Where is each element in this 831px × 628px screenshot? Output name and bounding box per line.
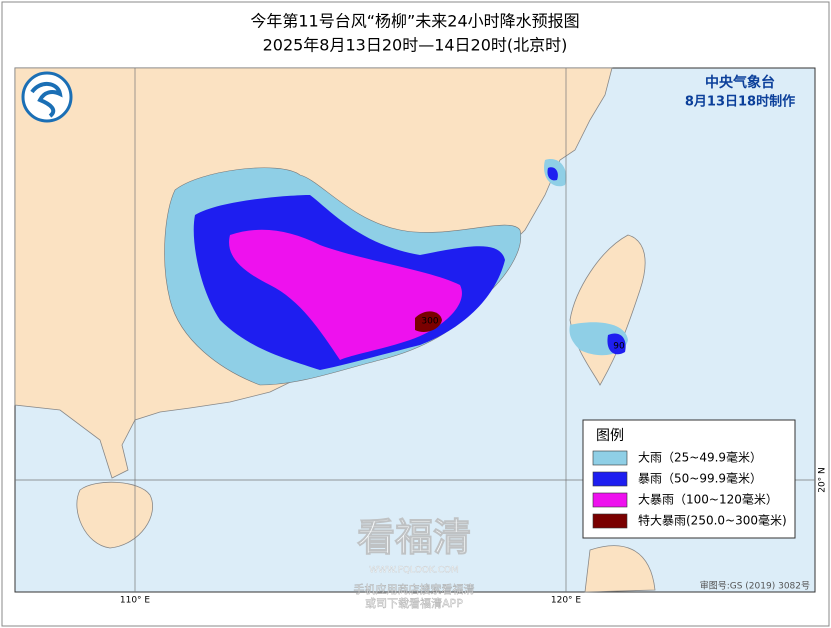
legend: 图例 大雨（25~49.9毫米） 暴雨（50~99.9毫米） 大暴雨（100~120… [582, 419, 796, 539]
subtitle: 2025年8月13日20时—14日20时(北京时) [263, 36, 568, 55]
watermark-url: WWW.FQLOOK.COM [369, 566, 459, 576]
max-label: 300 [421, 317, 438, 327]
hainan [76, 481, 153, 549]
watermark: 看福清 WWW.FQLOOK.COM 手机应用商店搜索看福清 或司下载看福清AP… [353, 515, 475, 610]
watermark-line: 手机应用商店搜索看福清 [354, 582, 475, 596]
rain-storm-taiwan [607, 333, 626, 355]
max-label: 90 [613, 342, 625, 352]
rain-storm-small [547, 167, 558, 181]
rain-heavy-storm [229, 229, 462, 360]
legend-swatch [592, 513, 628, 529]
legend-swatch [592, 492, 628, 508]
legend-swatch [592, 450, 628, 466]
logo-mark [30, 82, 63, 118]
legend-title: 图例 [596, 428, 624, 444]
luzon [584, 545, 656, 593]
lat-label: 20° N [818, 467, 828, 493]
logo [21, 71, 73, 123]
title: 今年第11号台风“杨柳”未来24小时降水预报图 [250, 12, 579, 31]
legend-label: 暴雨（50~99.9毫米） [638, 471, 762, 486]
watermark-line: 或司下载看福清APP [365, 596, 463, 610]
legend-label: 特大暴雨(250.0~300毫米) [638, 513, 787, 528]
issued: 8月13日18时制作 [685, 94, 795, 110]
watermark-brand: 看福清 [357, 516, 471, 560]
legend-swatch [592, 471, 628, 487]
legend-label: 大暴雨（100~120毫米） [638, 492, 778, 507]
lon-label: 120° E [551, 596, 582, 606]
lon-label: 110° E [120, 596, 151, 606]
legend-label: 大雨（25~49.9毫米） [638, 450, 762, 465]
rain-extreme [415, 311, 442, 332]
agency: 中央气象台 [705, 74, 775, 91]
map: 300 90 110° E 120° E 20° N 中央气象台 8月13日18… [14, 67, 828, 606]
approval: 审图号:GS (2019) 3082号 [700, 580, 810, 592]
